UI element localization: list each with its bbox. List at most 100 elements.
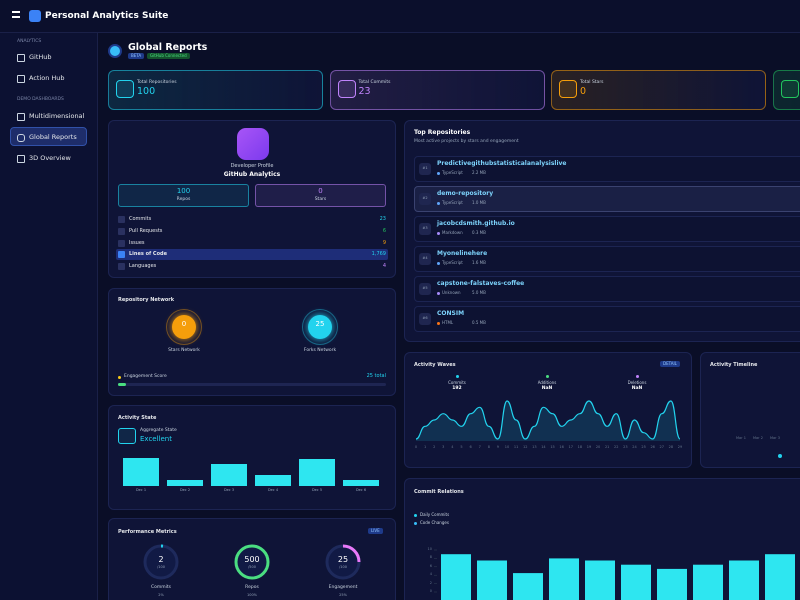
x-tick-label: 4 — [451, 445, 454, 449]
network-node — [308, 315, 332, 339]
repo-language: Unknown — [442, 290, 461, 295]
bar-label: Dec 5 — [311, 488, 323, 492]
repo-row[interactable] — [414, 216, 800, 242]
gauge-max: /100 — [157, 565, 165, 569]
repo-name: CONSIM — [437, 310, 465, 317]
network-value: 0 — [181, 320, 187, 328]
nav-item[interactable]: Multidimensional — [29, 112, 85, 120]
bar — [477, 560, 507, 600]
repo-size: 2.2 MB — [472, 170, 486, 175]
rank-box — [419, 163, 431, 175]
nav-icon — [17, 75, 25, 83]
repo-name: Predictivegithubstatisticalanalysislive — [437, 160, 567, 167]
x-tick-label: 26 — [650, 445, 655, 449]
repo-row[interactable] — [414, 306, 800, 332]
nav-item[interactable]: 3D Overview — [29, 154, 71, 162]
row-label: Commits — [129, 216, 152, 222]
row-icon — [118, 251, 125, 259]
badge: GitHub Connected — [147, 53, 190, 59]
lang-dot — [437, 262, 440, 265]
x-tick-label: 22 — [614, 445, 619, 449]
x-tick-label: 17 — [568, 445, 573, 449]
gauge-label: Repos — [245, 585, 259, 590]
wave-stat-label: Commits — [448, 380, 466, 385]
x-tick-label: Mar 3 — [770, 436, 780, 440]
repo-row[interactable] — [414, 186, 800, 212]
row-value: 9 — [382, 239, 386, 246]
row-value: 23 — [379, 216, 386, 222]
sidebar-heading: ANALYTICS — [17, 39, 42, 44]
wave-stat-value: NaN — [631, 386, 643, 391]
row-icon — [118, 239, 125, 247]
row-value: 4 — [382, 263, 386, 270]
repo-size: 0.5 MB — [472, 320, 486, 325]
nav-icon — [17, 155, 25, 163]
x-tick-label: 19 — [586, 445, 592, 449]
score-track — [118, 383, 386, 386]
repo-name: demo-repository — [437, 190, 494, 197]
stat-value: 0 — [580, 86, 587, 97]
gauge-arc — [234, 544, 270, 580]
bar — [693, 564, 723, 600]
nav-item[interactable]: Action Hub — [29, 74, 65, 82]
bar — [343, 480, 379, 486]
repo-rank: #6 — [422, 316, 428, 320]
menu-icon[interactable] — [12, 11, 20, 18]
row-icon — [118, 227, 125, 235]
card-title: Repository Network — [118, 297, 175, 303]
repo-size: 1.6 MB — [472, 260, 486, 265]
repo-rank: #3 — [422, 226, 428, 230]
x-tick-label: 1 — [423, 445, 427, 449]
x-tick-label: 9 — [496, 445, 500, 449]
page-title: Global Reports — [128, 42, 208, 53]
stat-card — [551, 70, 766, 110]
repo-name: capstone-falstaves-coffee — [437, 280, 525, 287]
y-tick-label: 4 — [429, 572, 432, 577]
nav-icon — [17, 113, 25, 121]
row-value: 6 — [382, 227, 386, 234]
repo-size: 1.0 MB — [472, 200, 486, 205]
repo-rank: #2 — [422, 196, 428, 200]
header-icon — [108, 44, 122, 58]
nav-icon — [17, 134, 25, 142]
legend-label: Daily Commits — [420, 512, 450, 517]
x-tick-label: 24 — [632, 445, 637, 449]
stat-value: 23 — [358, 86, 371, 97]
repo-rank: #4 — [422, 256, 428, 260]
card-title: Commit Relations — [414, 489, 464, 495]
card-title: Activity State — [118, 415, 157, 421]
rank-box — [419, 223, 431, 235]
score-label: Engagement Score — [124, 374, 167, 379]
profile-avatar — [237, 128, 269, 160]
badge: LIVE — [368, 528, 383, 534]
bar — [299, 459, 335, 486]
x-tick-label: 29 — [677, 445, 683, 449]
gauge-max: /100 — [339, 565, 347, 569]
repo-row[interactable] — [414, 246, 800, 272]
row-icon — [118, 216, 125, 223]
card-title: Activity Waves — [414, 362, 456, 368]
nav-item[interactable]: Global Reports — [29, 133, 77, 141]
network-label: Stars Network — [168, 348, 200, 353]
row-value: 1,769 — [371, 251, 386, 258]
gauge-arc — [143, 544, 179, 580]
bar — [765, 554, 795, 600]
bar-label: Dec 3 — [223, 488, 235, 492]
row-label: Pull Requests — [129, 227, 163, 234]
repo-name: Myonelinehere — [437, 250, 488, 257]
nav-item[interactable]: GitHub — [29, 53, 52, 61]
repo-row[interactable] — [414, 156, 800, 182]
topbar — [0, 0, 800, 33]
repo-row[interactable] — [414, 276, 800, 302]
x-tick-label: Mar 2 — [753, 436, 763, 440]
bar — [255, 475, 291, 486]
x-tick-label: 20 — [595, 445, 601, 449]
stat-label: Total Commits — [358, 80, 391, 85]
app-logo — [29, 10, 41, 22]
repo-size: 0.3 MB — [472, 230, 486, 235]
card-subtitle: Most active projects by stars and engage… — [414, 139, 519, 144]
card-title: Top Repositories — [414, 129, 471, 136]
bar — [441, 554, 471, 600]
row-icon — [118, 263, 125, 271]
lang-dot — [437, 172, 440, 175]
